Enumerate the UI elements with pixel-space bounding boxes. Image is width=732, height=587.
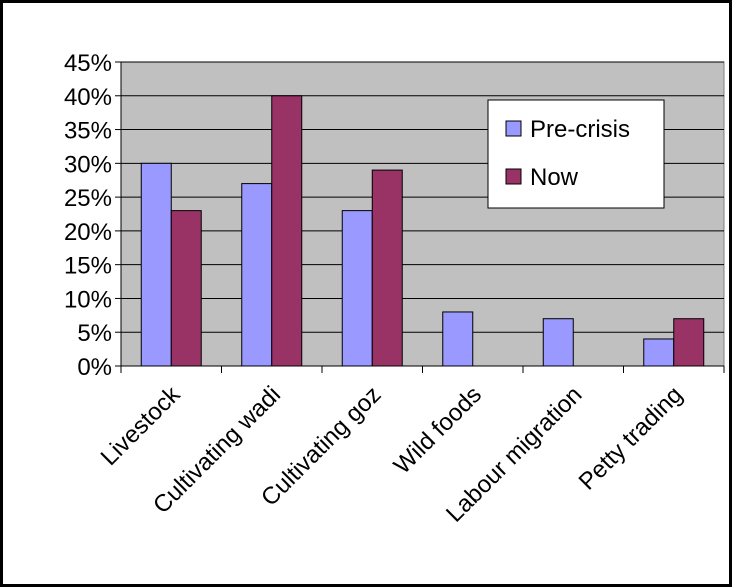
bar-pre-crisis-0 (140, 162, 172, 367)
y-tick-label: 0% (77, 354, 112, 381)
y-tick-label: 45% (64, 50, 112, 77)
bar-pre-crisis-2 (341, 210, 373, 367)
y-tick-label: 5% (77, 320, 112, 347)
bar-pre-crisis-4 (542, 318, 574, 367)
bar-pre-crisis-1 (241, 183, 273, 367)
legend: Pre-crisis Now (487, 99, 665, 209)
y-tick-label: 15% (64, 253, 112, 280)
y-tick-label: 40% (64, 84, 112, 111)
legend-swatch (505, 120, 522, 137)
bar-now-1 (271, 95, 303, 367)
y-tick-labels: 0% 5% 10% 15% 20% 25% 30% 35% 40% 45% (64, 50, 112, 381)
legend-label: Now (530, 164, 579, 191)
axes (115, 61, 725, 373)
legend-box (487, 99, 665, 209)
bars (140, 95, 705, 367)
legend-label: Pre-crisis (530, 116, 630, 143)
y-tick-label: 20% (64, 219, 112, 246)
bar-now-2 (371, 169, 403, 367)
legend-swatch (505, 168, 522, 185)
y-tick-label: 10% (64, 286, 112, 313)
bar-now-0 (170, 210, 202, 367)
bar-pre-crisis-5 (643, 338, 675, 367)
y-tick-label: 25% (64, 185, 112, 212)
y-tick-label: 30% (64, 151, 112, 178)
bar-pre-crisis-3 (442, 311, 474, 367)
bar-now-5 (673, 318, 705, 367)
y-tick-label: 35% (64, 118, 112, 145)
